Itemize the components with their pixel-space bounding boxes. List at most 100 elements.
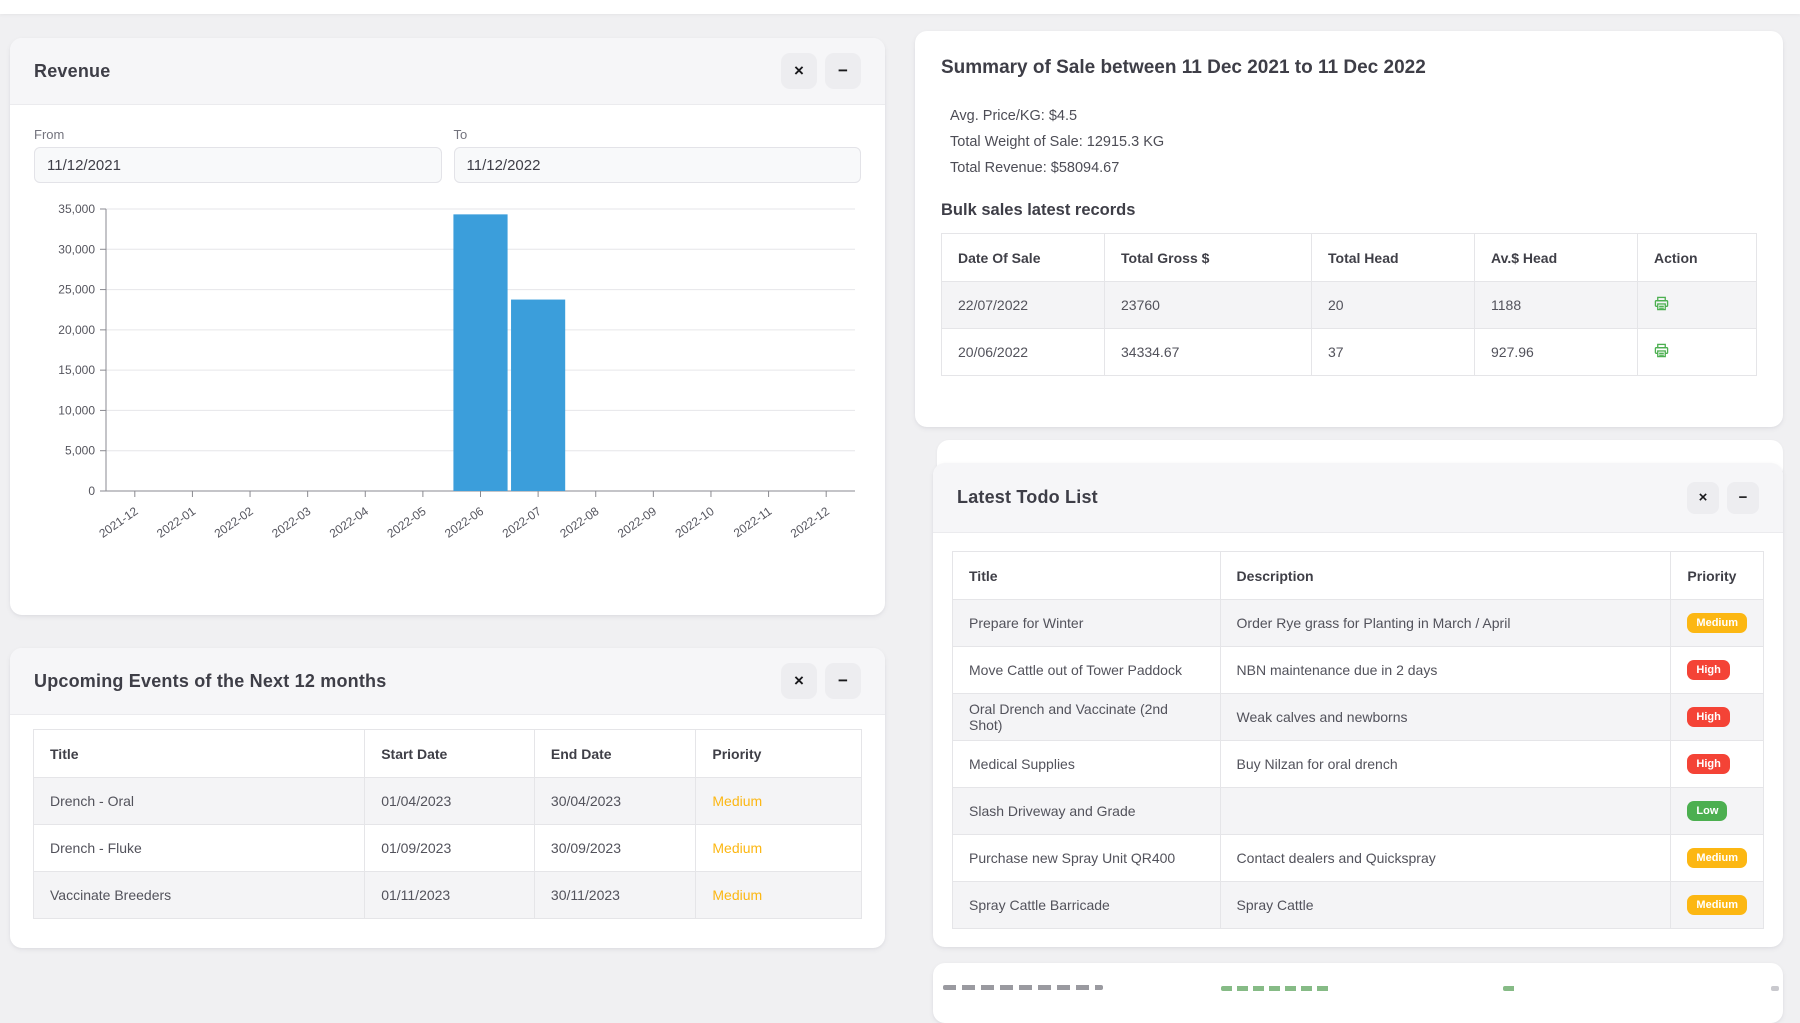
table-cell: High xyxy=(1670,740,1764,788)
close-icon[interactable]: × xyxy=(781,663,817,699)
table-cell: 20/06/2022 xyxy=(941,328,1105,376)
table-cell: Purchase new Spray Unit QR400 xyxy=(952,834,1221,882)
events-table: Title Start Date End Date Priority Drench -… xyxy=(32,729,862,919)
x-tick-label: 2022-02 xyxy=(212,504,256,541)
column-header: Action xyxy=(1637,233,1757,282)
avg-price-stat: Avg. Price/KG: $4.5 xyxy=(950,108,1078,124)
table-cell: 01/04/2023 xyxy=(364,777,535,825)
table-cell: High xyxy=(1670,693,1764,741)
bulk-sale-row: 22/07/2022 23760 20 1188 xyxy=(941,281,1757,329)
x-tick-label: 2022-05 xyxy=(384,504,428,541)
priority-value: Medium xyxy=(695,871,862,919)
minimize-icon[interactable]: − xyxy=(825,663,861,699)
revenue-card-title: Revenue xyxy=(34,60,111,81)
table-cell: Buy Nilzan for oral drench xyxy=(1219,740,1672,788)
svg-text:30,000: 30,000 xyxy=(58,242,95,256)
svg-text:5,000: 5,000 xyxy=(65,444,95,458)
from-date-label: From xyxy=(34,127,65,142)
revenue-card: Revenue × − From To 0 5,000 10,000 15,000 20… xyxy=(10,38,885,615)
from-date-input[interactable] xyxy=(34,147,442,183)
upcoming-events-card: Upcoming Events of the Next 12 months × … xyxy=(10,648,885,948)
clipped-text-fragment xyxy=(1771,986,1779,991)
events-card-title: Upcoming Events of the Next 12 months xyxy=(34,670,387,691)
x-tick-label: 2022-12 xyxy=(788,504,832,541)
table-cell: 37 xyxy=(1311,328,1475,376)
table-cell: Spray Cattle Barricade xyxy=(952,881,1221,929)
clipped-text-fragment xyxy=(1221,986,1333,991)
column-header: End Date xyxy=(533,729,697,778)
column-header: Title xyxy=(952,551,1221,600)
column-header: Total Gross $ xyxy=(1104,233,1312,282)
bar-2022-07 xyxy=(511,299,566,491)
printer-icon[interactable] xyxy=(1654,296,1669,314)
todo-card-title: Latest Todo List xyxy=(957,487,1098,507)
table-cell: 22/07/2022 xyxy=(941,281,1105,329)
table-cell: 23760 xyxy=(1104,281,1312,329)
close-icon[interactable]: × xyxy=(781,53,817,89)
table-cell: Medium xyxy=(1670,834,1764,882)
revenue-card-header: Revenue × − xyxy=(10,38,885,105)
close-icon[interactable]: × xyxy=(1687,481,1719,514)
x-tick-label: 2022-03 xyxy=(269,504,313,541)
table-cell: Low xyxy=(1670,787,1764,835)
x-tick-label: 2022-11 xyxy=(731,504,775,540)
to-date-input[interactable] xyxy=(453,147,861,183)
table-cell: Vaccinate Breeders xyxy=(32,871,366,919)
table-cell: 30/11/2023 xyxy=(533,871,697,919)
todo-row: Spray Cattle Barricade Spray Cattle Medium xyxy=(952,881,1764,929)
column-header: Title xyxy=(32,729,366,778)
table-cell: Prepare for Winter xyxy=(952,599,1221,647)
x-tick-label: 2022-06 xyxy=(442,504,486,541)
bulk-sales-subtitle: Bulk sales latest records xyxy=(941,201,1136,219)
bar-2022-06 xyxy=(453,214,508,491)
to-date-label: To xyxy=(453,127,468,142)
table-cell: Contact dealers and Quickspray xyxy=(1219,834,1672,882)
column-header: Date Of Sale xyxy=(941,233,1105,282)
revenue-bar-chart: 0 5,000 10,000 15,000 20,000 25,000 30,000 35,0… xyxy=(34,199,861,562)
x-tick-label: 2021-12 xyxy=(96,504,140,541)
total-weight-stat: Total Weight of Sale: 12915.3 KG xyxy=(950,134,1165,150)
table-cell: 20 xyxy=(1311,281,1475,329)
todo-row: Prepare for Winter Order Rye grass for Pl… xyxy=(952,599,1764,647)
table-cell: Drench - Fluke xyxy=(32,824,366,872)
minimize-icon[interactable]: − xyxy=(825,53,861,89)
bulk-sale-row: 20/06/2022 34334.67 37 927.96 xyxy=(941,328,1757,376)
bulk-sales-table: Date Of Sale Total Gross $ Total Head Av.$ … xyxy=(941,233,1757,376)
table-cell: High xyxy=(1670,646,1764,694)
table-cell: Oral Drench and Vaccinate (2nd Shot) xyxy=(952,693,1221,741)
table-cell: 01/11/2023 xyxy=(364,871,535,919)
table-cell: 30/04/2023 xyxy=(533,777,697,825)
events-card-header: Upcoming Events of the Next 12 months × … xyxy=(10,648,885,715)
event-row: Drench - Fluke 01/09/2023 30/09/2023 Medium xyxy=(32,824,862,872)
todo-row: Purchase new Spray Unit QR400 Contact dea… xyxy=(952,834,1764,882)
todo-table: Title Description Priority Prepare for Win… xyxy=(952,551,1764,929)
todo-row: Medical Supplies Buy Nilzan for oral dren… xyxy=(952,740,1764,788)
sale-summary-card: Summary of Sale between 11 Dec 2021 to 1… xyxy=(915,31,1783,427)
table-cell: Spray Cattle xyxy=(1219,881,1672,929)
table-cell: 927.96 xyxy=(1474,328,1638,376)
x-tick-label: 2022-07 xyxy=(500,504,544,541)
x-tick-label: 2022-09 xyxy=(615,504,659,541)
svg-text:15,000: 15,000 xyxy=(58,363,95,377)
priority-badge: Medium xyxy=(1687,612,1747,634)
svg-text:0: 0 xyxy=(88,484,95,498)
table-cell: 1188 xyxy=(1474,281,1638,329)
top-bar xyxy=(0,0,1800,14)
todo-row: Oral Drench and Vaccinate (2nd Shot) Weak… xyxy=(952,693,1764,741)
priority-badge: Low xyxy=(1687,800,1728,822)
priority-badge: High xyxy=(1687,753,1730,775)
table-cell: Medical Supplies xyxy=(952,740,1221,788)
minimize-icon[interactable]: − xyxy=(1727,481,1759,514)
todo-card: Latest Todo List × − Title Description Pri… xyxy=(933,463,1783,947)
svg-text:35,000: 35,000 xyxy=(58,202,95,216)
column-header: Total Head xyxy=(1311,233,1475,282)
todo-row: Move Cattle out of Tower Paddock NBN main… xyxy=(952,646,1764,694)
printer-icon[interactable] xyxy=(1654,343,1669,361)
todo-card-header: Latest Todo List × − xyxy=(933,463,1783,533)
table-cell: 01/09/2023 xyxy=(364,824,535,872)
event-row: Vaccinate Breeders 01/11/2023 30/11/2023 Me… xyxy=(32,871,862,919)
table-cell: NBN maintenance due in 2 days xyxy=(1219,646,1672,694)
table-cell: 30/09/2023 xyxy=(533,824,697,872)
clipped-bottom-card xyxy=(933,963,1783,1023)
column-header: Av.$ Head xyxy=(1474,233,1638,282)
